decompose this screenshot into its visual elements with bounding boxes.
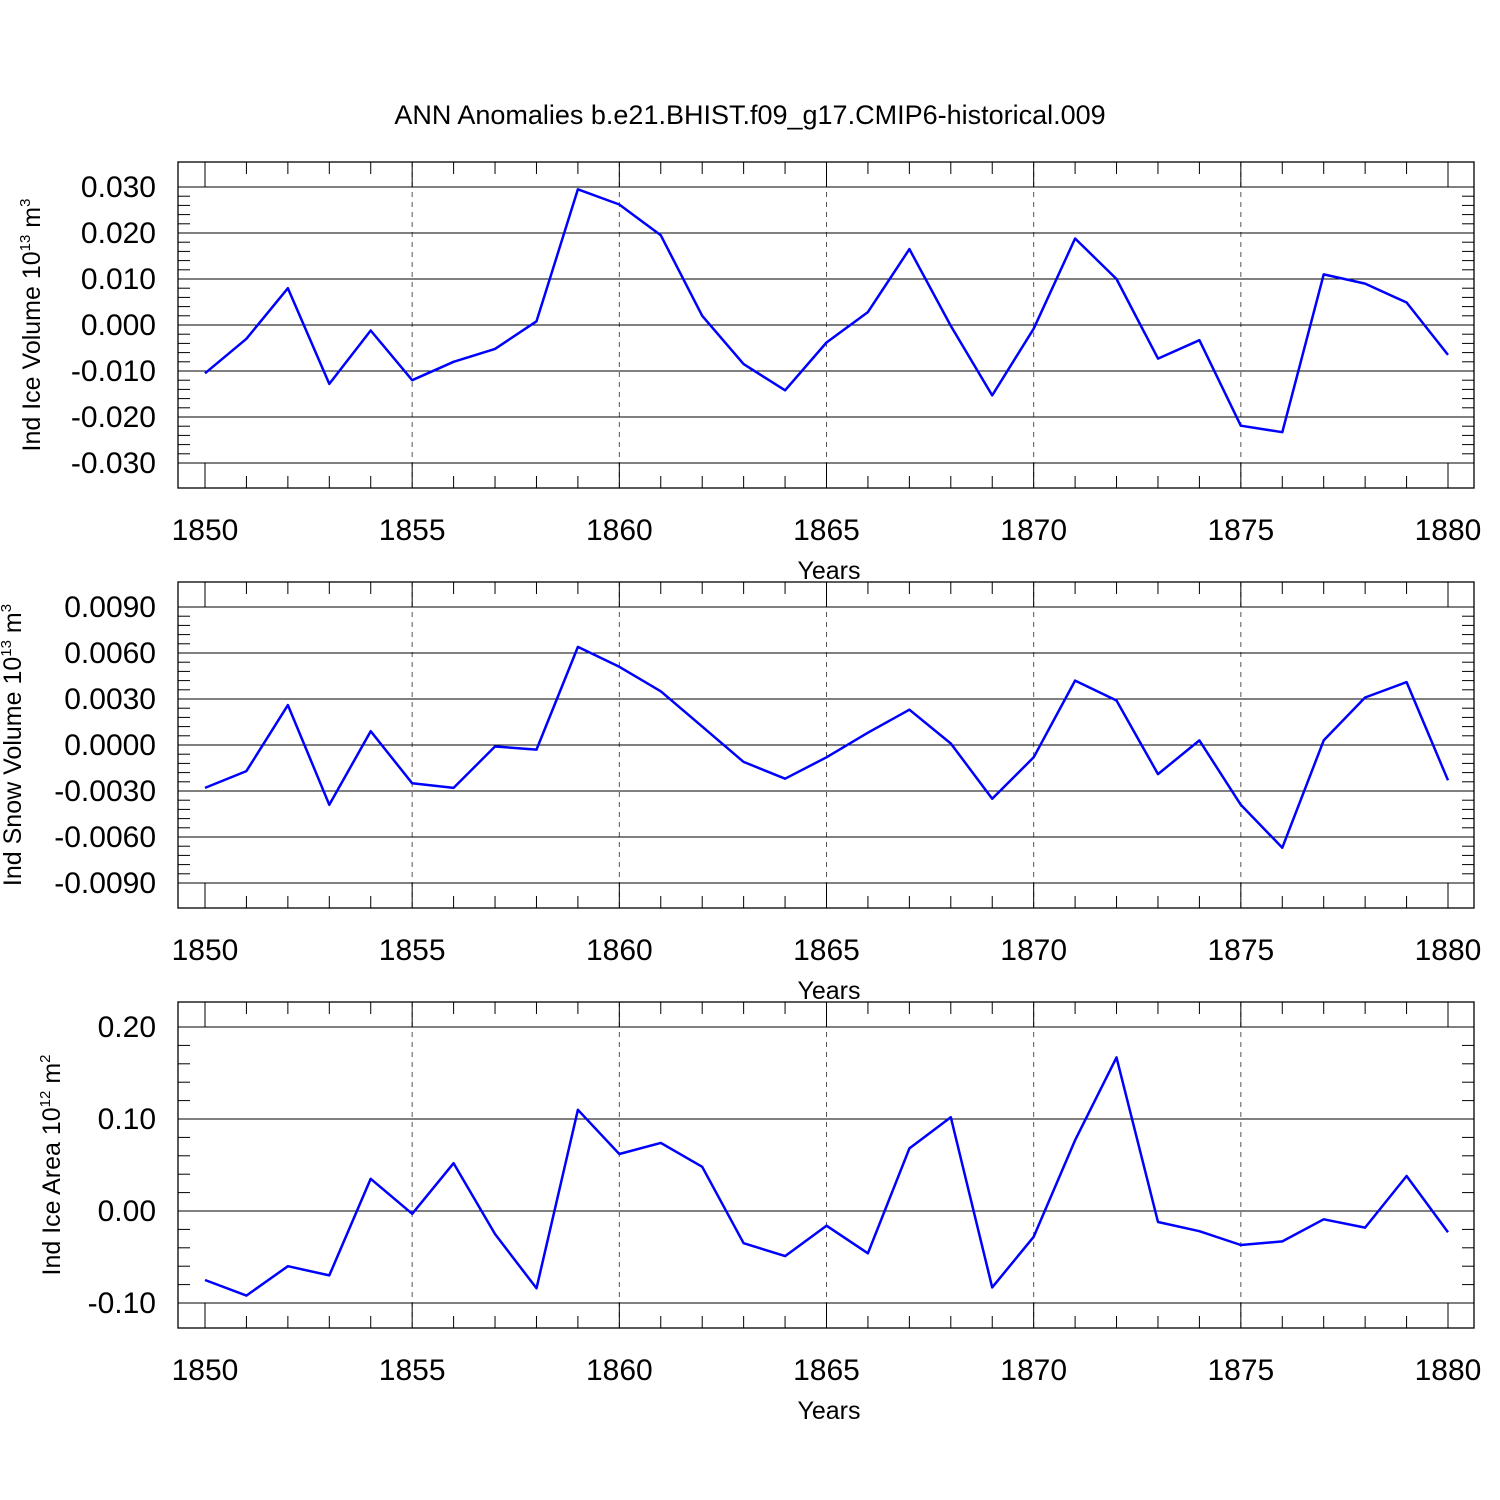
y-axis-title-unit: m (0, 612, 27, 640)
x-tick-label: 1855 (379, 1354, 446, 1387)
y-tick-label: 0.010 (81, 263, 156, 296)
y-tick-label: 0.0030 (64, 683, 156, 716)
chart-panel-2: 0.0090 0.0060 0.0030 0.0000 -0.0030 -0.0060 -0… (0, 581, 1482, 1005)
x-tick-label: 1860 (586, 514, 653, 547)
y-axis-title-exponent: 13 (0, 640, 15, 657)
y-axis-title-text: Ind Ice Area 10 (38, 1107, 66, 1275)
x-tick-label: 1875 (1207, 514, 1274, 547)
y-axis-title-unit: m (18, 207, 46, 235)
y-tick-label: -0.030 (71, 447, 156, 480)
chart-panel-1: 0.030 0.020 0.010 0.000 -0.010 -0.020 -0.030 18… (17, 161, 1482, 585)
y-tick-label: -0.0060 (54, 821, 156, 854)
x-tick-label: 1870 (1000, 514, 1067, 547)
x-tick-label: 1870 (1000, 934, 1067, 967)
panels: 0.030 0.020 0.010 0.000 -0.010 -0.020 -0.030 18… (0, 161, 1482, 1425)
x-tick-label: 1875 (1207, 1354, 1274, 1387)
y-tick-label: 0.10 (98, 1103, 156, 1136)
y-tick-label: -0.010 (71, 355, 156, 388)
y-axis-title-text: Ind Ice Volume 10 (18, 251, 46, 451)
y-axis-title-unit-exponent: 3 (0, 604, 15, 612)
y-tick-label: 0.0000 (64, 729, 156, 762)
y-axis-title: Ind Ice Area 1012 m2 (37, 1055, 66, 1276)
x-axis-title: Years (797, 557, 860, 585)
y-axis-title-unit-exponent: 3 (17, 199, 34, 207)
x-tick-label: 1855 (379, 934, 446, 967)
y-tick-label: 0.030 (81, 171, 156, 204)
x-tick-label: 1860 (586, 934, 653, 967)
x-tick-label: 1865 (793, 1354, 860, 1387)
x-tick-label: 1850 (172, 1354, 239, 1387)
data-series-line (204, 1056, 1450, 1297)
y-tick-label: -0.10 (88, 1287, 156, 1320)
x-tick-label: 1850 (172, 514, 239, 547)
figure-title: ANN Anomalies b.e21.BHIST.f09_g17.CMIP6-… (394, 100, 1105, 130)
y-axis-title-text: Ind Snow Volume 10 (0, 657, 27, 886)
y-tick-label: -0.020 (71, 401, 156, 434)
y-tick-label: 0.000 (81, 309, 156, 342)
y-tick-label: 0.0060 (64, 637, 156, 670)
x-tick-label: 1875 (1207, 934, 1274, 967)
x-tick-label: 1870 (1000, 1354, 1067, 1387)
x-tick-label: 1880 (1415, 934, 1482, 967)
y-axis-title-unit-exponent: 2 (37, 1055, 54, 1063)
y-axis-title-exponent: 12 (37, 1091, 54, 1108)
y-tick-label: 0.00 (98, 1195, 156, 1228)
x-tick-label: 1860 (586, 1354, 653, 1387)
x-tick-label: 1855 (379, 514, 446, 547)
x-tick-label: 1865 (793, 934, 860, 967)
y-tick-label: 0.0090 (64, 591, 156, 624)
x-axis-title: Years (797, 1397, 860, 1425)
y-tick-label: -0.0090 (54, 867, 156, 900)
data-series-line (204, 645, 1450, 849)
x-tick-label: 1880 (1415, 514, 1482, 547)
x-tick-label: 1880 (1415, 1354, 1482, 1387)
x-tick-label: 1865 (793, 514, 860, 547)
x-axis-title: Years (797, 977, 860, 1005)
x-tick-label: 1850 (172, 934, 239, 967)
chart-panel-3: 0.20 0.10 0.00 -0.10 1850 1855 1860 1865 1870 187… (37, 1001, 1482, 1425)
y-axis-title-unit: m (38, 1063, 66, 1091)
y-tick-label: 0.020 (81, 217, 156, 250)
y-axis-title: Ind Snow Volume 1013 m3 (0, 604, 27, 886)
data-series-line (204, 188, 1449, 434)
y-tick-label: -0.0030 (54, 775, 156, 808)
y-axis-title-exponent: 13 (17, 235, 34, 252)
y-tick-label: 0.20 (98, 1011, 156, 1044)
y-axis-title: Ind Ice Volume 1013 m3 (17, 199, 46, 452)
